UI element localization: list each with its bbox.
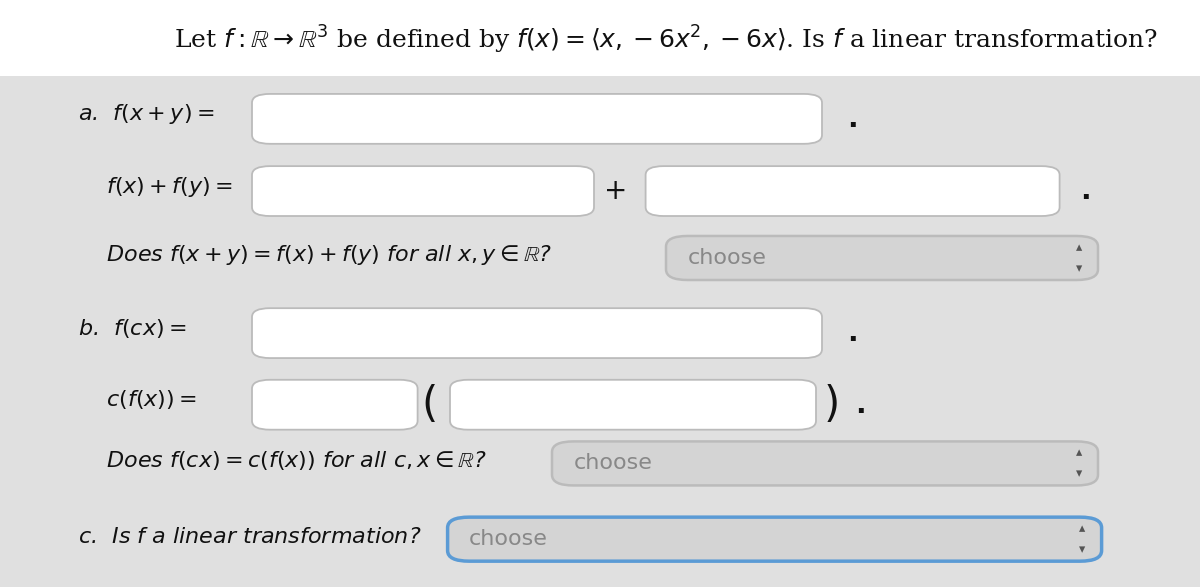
FancyBboxPatch shape	[646, 166, 1060, 216]
Text: (: (	[421, 384, 438, 426]
Text: ▾: ▾	[1075, 467, 1082, 481]
Text: ▾: ▾	[1075, 262, 1082, 275]
Text: Does $f(x + y) = f(x) + f(y)$ for all $x, y \in \mathbb{R}$?: Does $f(x + y) = f(x) + f(y)$ for all $x…	[78, 244, 552, 267]
Text: $f(x) + f(y) =$: $f(x) + f(y) =$	[78, 175, 233, 198]
Text: ▾: ▾	[1079, 543, 1086, 556]
Text: ): )	[823, 384, 840, 426]
FancyBboxPatch shape	[0, 0, 1200, 76]
FancyBboxPatch shape	[252, 166, 594, 216]
Text: ▴: ▴	[1079, 522, 1086, 535]
Text: $c(f(x)) =$: $c(f(x)) =$	[78, 387, 197, 411]
Text: Does $f(cx) = c(f(x))$ for all $c, x \in \mathbb{R}$?: Does $f(cx) = c(f(x))$ for all $c, x \in…	[78, 449, 486, 473]
FancyBboxPatch shape	[666, 236, 1098, 280]
Text: a.  $f(x + y) =$: a. $f(x + y) =$	[78, 103, 215, 126]
Text: Let $f : \mathbb{R} \to \mathbb{R}^3$ be defined by $f(x) = \langle x, -6x^2, -6: Let $f : \mathbb{R} \to \mathbb{R}^3$ be…	[174, 23, 1158, 56]
Text: ▴: ▴	[1075, 446, 1082, 460]
Text: .: .	[856, 391, 866, 419]
Text: c.  Is $f$ a linear transformation?: c. Is $f$ a linear transformation?	[78, 527, 421, 546]
Text: choose: choose	[469, 529, 548, 549]
Text: +: +	[604, 177, 628, 205]
Text: b.  $f(cx) =$: b. $f(cx) =$	[78, 317, 186, 340]
Text: .: .	[847, 105, 858, 133]
FancyBboxPatch shape	[552, 441, 1098, 485]
Text: ▴: ▴	[1075, 241, 1082, 254]
FancyBboxPatch shape	[448, 517, 1102, 561]
Text: .: .	[1080, 177, 1091, 205]
FancyBboxPatch shape	[252, 380, 418, 430]
Text: choose: choose	[688, 248, 767, 268]
FancyBboxPatch shape	[252, 308, 822, 358]
FancyBboxPatch shape	[252, 94, 822, 144]
Text: choose: choose	[574, 453, 653, 474]
Text: .: .	[847, 319, 858, 348]
FancyBboxPatch shape	[450, 380, 816, 430]
